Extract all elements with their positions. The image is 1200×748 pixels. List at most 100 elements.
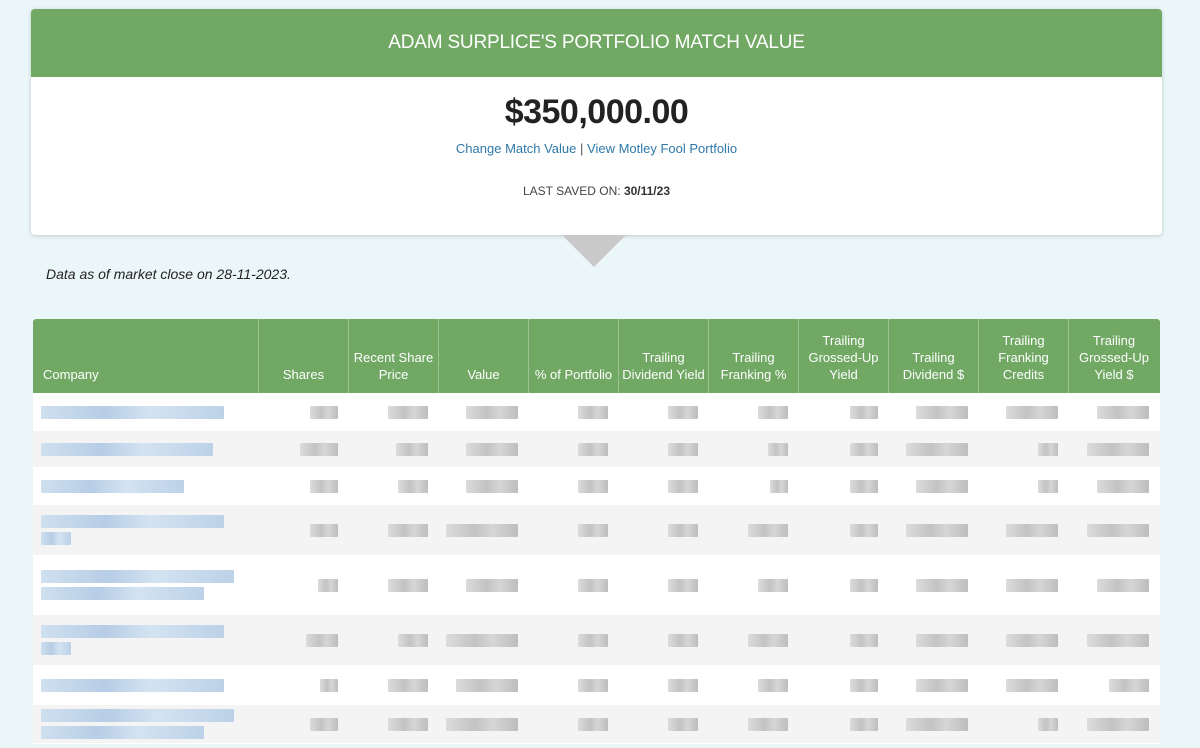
value-cell [1068,467,1159,505]
redacted-value [916,678,968,692]
redacted-value [1087,523,1149,537]
value-cell [1068,431,1159,467]
table-row [33,665,1160,705]
table-body [33,393,1160,743]
redacted-company-name [41,442,213,456]
value-cell [258,431,348,467]
company-cell[interactable] [33,393,258,431]
value-cell [258,505,348,555]
redacted-company-name [41,709,234,722]
redacted-value [1097,405,1149,419]
value-cell [888,431,978,467]
value-cell [708,505,798,555]
value-cell [438,665,528,705]
redacted-value [668,717,698,731]
redacted-company-name [41,678,224,692]
redacted-value [578,633,608,647]
redacted-value [1087,442,1149,456]
column-header[interactable]: Value [438,319,528,393]
company-cell[interactable] [33,705,258,743]
value-cell [888,555,978,615]
value-cell [798,555,888,615]
redacted-value [906,523,968,537]
value-cell [708,615,798,665]
value-cell [438,431,528,467]
redacted-value [1097,578,1149,592]
portfolio-links: Change Match Value | View Motley Fool Po… [31,141,1162,156]
value-cell [438,393,528,431]
column-header[interactable]: Trailing Franking Credits [978,319,1068,393]
table-row [33,505,1160,555]
column-header[interactable]: Trailing Grossed-Up Yield $ [1068,319,1159,393]
value-cell [888,705,978,743]
redacted-value [916,405,968,419]
company-cell[interactable] [33,467,258,505]
redacted-value [320,678,338,692]
value-cell [708,555,798,615]
column-header[interactable]: Trailing Dividend Yield [618,319,708,393]
value-cell [348,431,438,467]
value-cell [438,505,528,555]
value-cell [618,615,708,665]
column-header[interactable]: Shares [258,319,348,393]
value-cell [258,467,348,505]
redacted-value [1006,633,1058,647]
view-motley-fool-portfolio-link[interactable]: View Motley Fool Portfolio [587,141,738,156]
column-header[interactable]: Trailing Franking % [708,319,798,393]
company-cell[interactable] [33,431,258,467]
value-cell [1068,505,1159,555]
company-cell[interactable] [33,665,258,705]
redacted-value [466,405,518,419]
column-header[interactable]: % of Portfolio [528,319,618,393]
redacted-value [668,479,698,493]
column-header[interactable]: Trailing Grossed-Up Yield [798,319,888,393]
value-cell [708,431,798,467]
redacted-value [668,442,698,456]
value-cell [348,467,438,505]
value-cell [528,431,618,467]
value-cell [348,555,438,615]
redacted-value [578,717,608,731]
redacted-value [906,717,968,731]
value-cell [528,555,618,615]
value-cell [348,665,438,705]
value-cell [528,665,618,705]
change-match-value-link[interactable]: Change Match Value [455,141,577,156]
redacted-value [1006,678,1058,692]
redacted-value [1006,523,1058,537]
link-separator: | [580,141,584,156]
column-header[interactable]: Company [43,367,99,382]
value-cell [1068,665,1159,705]
redacted-value [446,523,518,537]
value-cell [798,615,888,665]
redacted-value [768,442,788,456]
table-row [33,705,1160,743]
company-cell[interactable] [33,505,258,555]
value-cell [888,665,978,705]
redacted-value [668,578,698,592]
redacted-value [388,717,428,731]
redacted-company-name [41,532,71,545]
redacted-value [310,405,338,419]
redacted-value [1097,479,1149,493]
redacted-value [1038,442,1058,456]
redacted-value [668,405,698,419]
redacted-value [398,479,428,493]
company-cell[interactable] [33,615,258,665]
column-header[interactable]: Trailing Dividend $ [888,319,978,393]
redacted-value [906,442,968,456]
value-cell [1068,615,1159,665]
redacted-value [300,442,338,456]
value-cell [348,615,438,665]
redacted-value [310,523,338,537]
value-cell [1068,555,1159,615]
redacted-company-name [41,405,224,419]
table-row [33,393,1160,431]
redacted-value [446,633,518,647]
value-cell [978,555,1068,615]
company-cell[interactable] [33,555,258,615]
value-cell [798,505,888,555]
redacted-value [668,678,698,692]
value-cell [528,393,618,431]
column-header[interactable]: Recent Share Price [348,319,438,393]
